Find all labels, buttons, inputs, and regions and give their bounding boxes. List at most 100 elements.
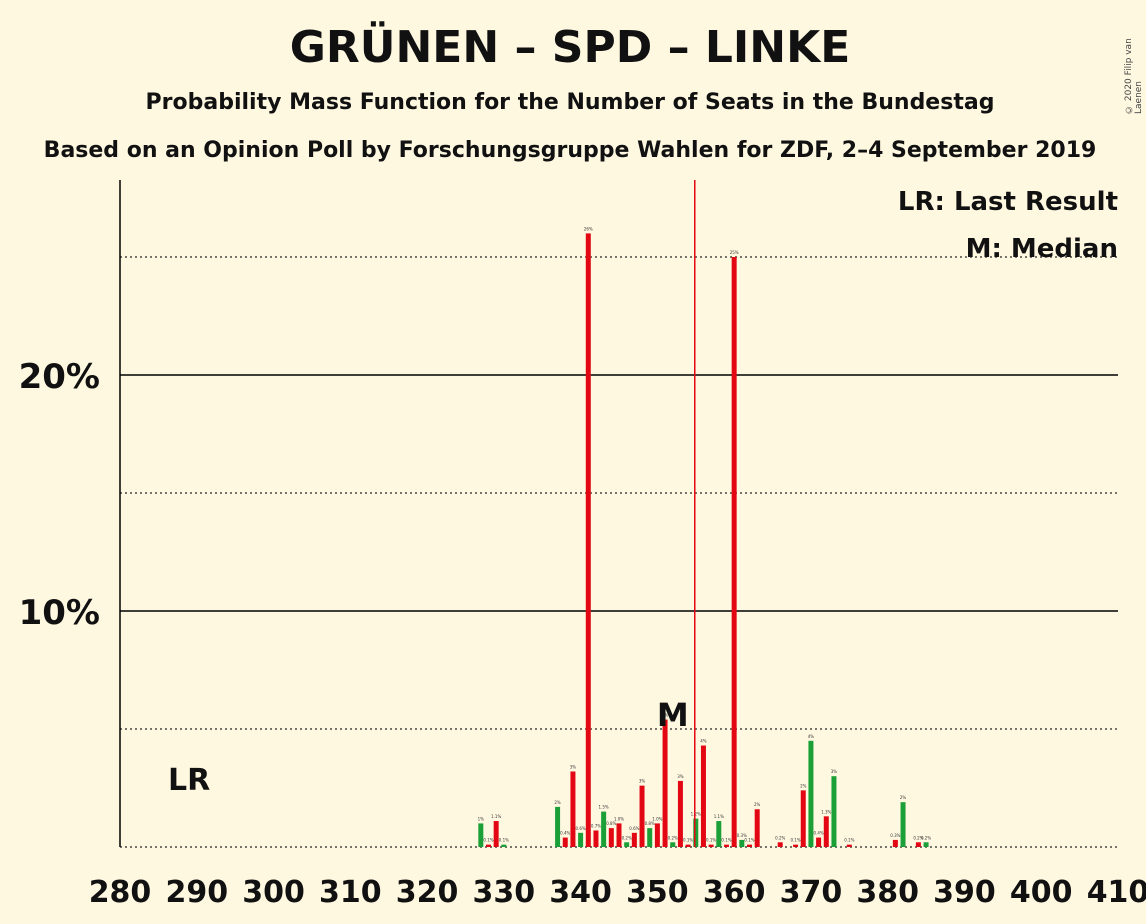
bar-value-label: 1.5% (599, 805, 609, 810)
seat-bar (700, 745, 706, 847)
seat-bar (754, 809, 760, 847)
bar-value-label: 0.1% (499, 838, 509, 843)
seat-bar (816, 837, 822, 847)
seat-bar (777, 842, 783, 847)
bar-value-label: 0.2% (668, 835, 678, 840)
seat-bar (647, 828, 653, 847)
bar-value-label: 26% (584, 226, 593, 231)
x-tick-label: 410 (1087, 875, 1146, 910)
seat-bar (846, 844, 852, 847)
bar-value-label: 3% (570, 764, 577, 769)
x-tick-label: 300 (242, 875, 305, 910)
bar-value-label: 1.0% (652, 816, 662, 821)
bar-value-label: 0.4% (814, 831, 824, 836)
chart-subtitle: Probability Mass Function for the Number… (145, 90, 995, 115)
x-tick-label: 330 (473, 875, 536, 910)
last-result-marker: LR (168, 763, 210, 798)
bar-value-label: 0.6% (629, 826, 639, 831)
bar-value-label: 3% (831, 769, 838, 774)
seat-bar (793, 844, 799, 847)
seat-bar (616, 823, 622, 847)
bar-value-label: 0.3% (737, 833, 747, 838)
y-tick-label: 20% (19, 357, 100, 397)
y-tick-label: 10% (19, 593, 100, 633)
bar-value-label: 0.1% (744, 838, 754, 843)
bar-value-label: 0.1% (706, 838, 716, 843)
x-tick-label: 280 (89, 875, 152, 910)
bar-value-label: 0.1% (483, 838, 493, 843)
seat-bar (708, 844, 714, 847)
seat-bar (892, 839, 898, 847)
bar-value-label: 0.1% (790, 838, 800, 843)
chart-title: GRÜNEN – SPD – LINKE (289, 22, 851, 73)
bar-value-label: 0.1% (721, 838, 731, 843)
seat-bar (716, 821, 722, 847)
bar-value-label: 0.2% (921, 835, 931, 840)
seat-bar (624, 842, 630, 847)
bar-value-label: 2% (900, 795, 907, 800)
bar-value-label: 0.1% (683, 838, 693, 843)
seat-bar (578, 832, 584, 847)
bar-value-label: 1.2% (691, 812, 701, 817)
seat-bar (915, 842, 921, 847)
legend-median: M: Median (966, 234, 1118, 264)
seat-bar (670, 842, 676, 847)
x-tick-label: 310 (319, 875, 382, 910)
x-tick-label: 390 (933, 875, 996, 910)
seat-bar (747, 844, 753, 847)
bar-value-label: 1% (478, 816, 485, 821)
seat-bar (478, 823, 484, 847)
bar-value-label: 0.4% (560, 831, 570, 836)
bar-value-label: 1.3% (821, 809, 831, 814)
x-tick-label: 340 (549, 875, 612, 910)
bar-value-label: 0.7% (591, 823, 601, 828)
seat-bar (693, 818, 699, 847)
bar-value-label: 0.2% (775, 835, 785, 840)
seat-bar (731, 257, 737, 847)
seat-bar (485, 844, 491, 847)
chart-source-line: Based on an Opinion Poll by Forschungsgr… (43, 138, 1097, 163)
bar-value-label: 2% (754, 802, 761, 807)
seat-bar (823, 816, 829, 847)
x-tick-label: 350 (626, 875, 689, 910)
bar-value-label: 0.8% (645, 821, 655, 826)
seat-bar (608, 828, 614, 847)
seat-bar (662, 719, 668, 847)
seat-bar (677, 780, 683, 847)
x-tick-label: 400 (1010, 875, 1073, 910)
seat-bar (808, 740, 814, 847)
seat-bar (639, 785, 645, 847)
seat-bar (923, 842, 929, 847)
bar-value-label: 0.2% (622, 835, 632, 840)
x-tick-label: 360 (703, 875, 766, 910)
seat-bar (685, 844, 691, 847)
seat-bar (601, 811, 607, 847)
seat-bar (493, 821, 499, 847)
bar-value-label: 1.1% (714, 814, 724, 819)
seat-bar (654, 823, 660, 847)
bar-value-label: 4% (700, 739, 707, 744)
legend-last-result: LR: Last Result (898, 187, 1118, 217)
seat-bar (585, 233, 591, 847)
seat-bar (570, 771, 576, 847)
seat-bar (800, 790, 806, 847)
bar-value-label: 3% (677, 774, 684, 779)
bar-value-label: 5% (662, 713, 669, 718)
bar-value-label: 0.6% (576, 826, 586, 831)
bar-value-label: 0.3% (890, 833, 900, 838)
seat-bar (501, 844, 507, 847)
bar-value-label: 1.0% (614, 816, 624, 821)
bar-value-label: 1.1% (491, 814, 501, 819)
bar-value-label: 3% (639, 779, 646, 784)
seat-bar (593, 830, 599, 847)
seat-bar (562, 837, 568, 847)
bar-value-label: 0.1% (844, 838, 854, 843)
bar-value-label: 25% (730, 250, 739, 255)
bar-value-label: 2% (554, 800, 561, 805)
bar-value-label: 0.2% (913, 835, 923, 840)
median-marker: M (657, 696, 689, 734)
seat-bar (831, 776, 837, 847)
bar-value-label: 2% (800, 783, 807, 788)
seat-bar (555, 806, 561, 847)
